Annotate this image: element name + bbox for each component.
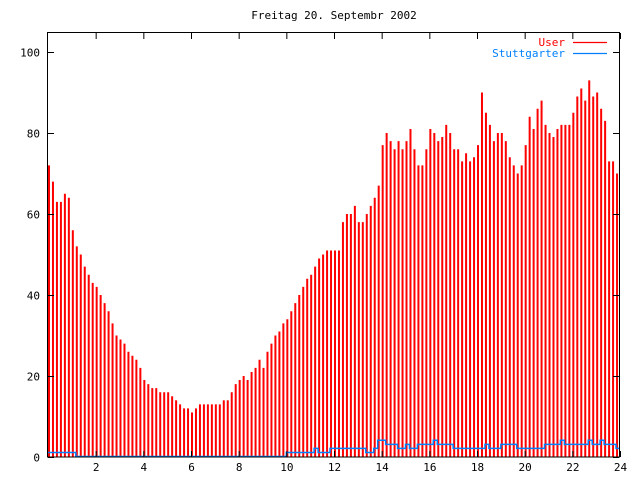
x-axis: 2 4 6 8 10 12 14 16 18 20 22 24 — [93, 33, 628, 474]
legend-label-stuttgarter: Stuttgarter — [492, 47, 565, 60]
x-tick-label: 2 — [93, 461, 100, 474]
x-tick-label: 24 — [614, 461, 628, 474]
x-tick-label: 18 — [471, 461, 484, 474]
y-tick-label: 40 — [27, 290, 40, 303]
x-tick-label: 14 — [376, 461, 390, 474]
y-tick-label: 20 — [27, 371, 40, 384]
x-tick-label: 22 — [566, 461, 579, 474]
x-tick-label: 10 — [280, 461, 293, 474]
x-tick-label: 20 — [519, 461, 532, 474]
y-axis: 0 20 40 60 80 100 — [20, 47, 619, 465]
user-bars — [48, 80, 619, 457]
legend: User Stuttgarter — [492, 36, 607, 60]
y-tick-label: 0 — [33, 452, 40, 465]
plot-border — [47, 32, 620, 458]
y-tick-label: 60 — [27, 209, 40, 222]
chart-title: Freitag 20. Septembr 2002 — [251, 9, 417, 22]
x-tick-label: 16 — [423, 461, 436, 474]
x-tick-label: 8 — [236, 461, 243, 474]
x-tick-label: 12 — [328, 461, 341, 474]
legend-label-user: User — [539, 36, 566, 49]
y-tick-label: 80 — [27, 128, 40, 141]
x-tick-label: 6 — [188, 461, 195, 474]
y-tick-label: 100 — [20, 47, 40, 60]
x-tick-label: 4 — [141, 461, 148, 474]
